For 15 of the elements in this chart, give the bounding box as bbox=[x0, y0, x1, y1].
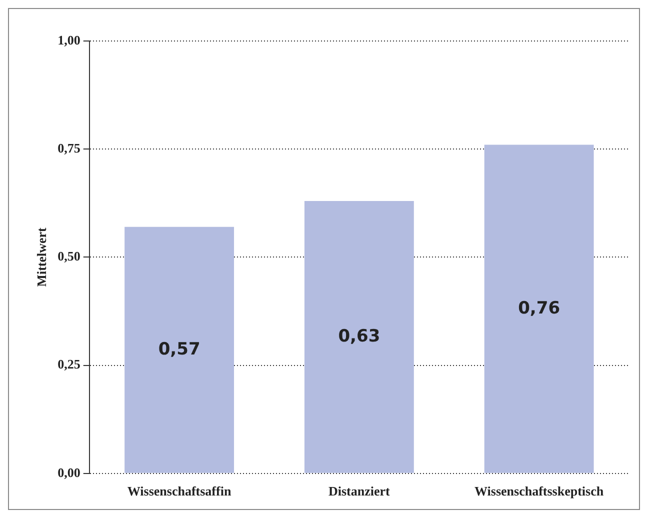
data-label: 0,76 bbox=[518, 298, 560, 318]
bar bbox=[304, 200, 414, 473]
y-axis-title: Mittelwert bbox=[34, 226, 50, 287]
y-tick-label: 0,00 bbox=[58, 464, 80, 480]
x-tick-label: Wissenschaftsaffin bbox=[127, 484, 232, 499]
y-tick-label: 0,25 bbox=[58, 356, 81, 372]
y-tick-label: 0,50 bbox=[58, 248, 80, 264]
bar bbox=[484, 144, 594, 473]
bar bbox=[124, 226, 234, 473]
data-label: 0,57 bbox=[158, 339, 200, 360]
x-tick-label: Wissenschaftsskeptisch bbox=[474, 484, 604, 499]
y-tick-label: 0,75 bbox=[58, 140, 81, 156]
x-tick-label: Distanziert bbox=[328, 484, 391, 499]
y-tick-label: 1,00 bbox=[58, 32, 80, 48]
data-label: 0,63 bbox=[338, 326, 380, 346]
